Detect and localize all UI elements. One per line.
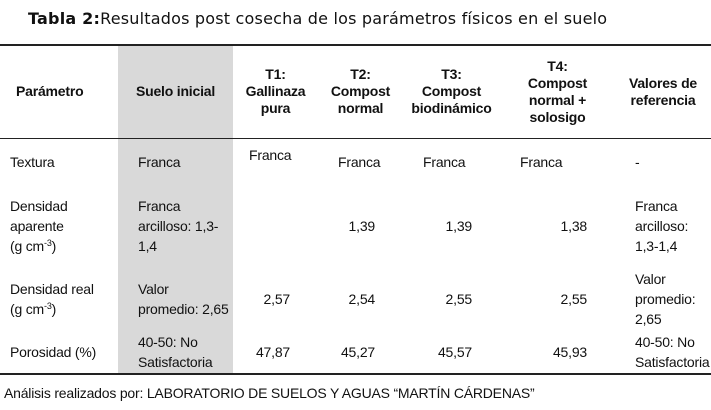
column-header: T4: Compost normal + solosigo xyxy=(500,45,615,138)
header-line: T2: xyxy=(350,66,371,83)
unit-base: (g cm xyxy=(10,238,45,254)
table-body: Textura Franca Franca Franca Franca Franca - De… xyxy=(0,138,711,374)
unit-close: ) xyxy=(51,300,57,317)
column-header: Suelo inicial xyxy=(118,45,233,138)
header-line: T1: xyxy=(265,66,286,83)
unit-close: ) xyxy=(51,238,57,254)
header-line: biodinámico xyxy=(411,100,492,117)
unit: (g cm-3) xyxy=(10,236,114,256)
column-header: T3: Compost biodinámico xyxy=(403,45,500,138)
column-header: Parámetro xyxy=(0,45,118,138)
unit-exponent: -3 xyxy=(44,300,52,311)
parameter-name: Porosidad (%) xyxy=(10,344,97,360)
parameter-name: Densidad real xyxy=(10,280,94,297)
data-cell: 1,39 xyxy=(348,218,376,234)
header-line: Suelo inicial xyxy=(135,83,216,100)
parameter-cell: Densidad aparente (g cm-3) xyxy=(0,186,118,266)
header-line: Gallinaza xyxy=(245,83,306,100)
data-cell: Franca xyxy=(423,154,466,171)
parameter-cell: Porosidad (%) xyxy=(0,331,118,374)
header-line: normal + xyxy=(528,91,587,108)
data-cell: Franca arcilloso: 1,3-1,4 xyxy=(635,198,689,254)
data-cell: Valor promedio: 2,65 xyxy=(118,266,233,331)
caption-text: Resultados post cosecha de los parámetro… xyxy=(100,9,608,28)
table-row: Textura Franca Franca Franca Franca Franca - xyxy=(0,138,711,186)
header-line: Compost xyxy=(330,83,391,100)
footnote: Análisis realizados por: LABORATORIO DE … xyxy=(4,385,535,401)
parameter-name: Densidad aparente xyxy=(10,198,68,234)
data-cell: 40-50: No Satisfactoria xyxy=(635,334,710,370)
header-line: referencia xyxy=(630,91,696,108)
caption-label: Tabla 2 xyxy=(28,9,94,28)
header-line: T4: xyxy=(547,57,568,74)
column-header: T2: Compost normal xyxy=(318,45,403,138)
column-header: Valores de referencia xyxy=(615,45,711,138)
table-caption: Tabla 2:Resultados post cosecha de los p… xyxy=(28,9,607,28)
data-cell: Franca arcilloso: 1,3-1,4 xyxy=(118,186,233,266)
header-line: Compost xyxy=(421,83,482,100)
header-line: normal xyxy=(337,100,384,117)
data-cell: 1,39 xyxy=(445,218,473,234)
table-row: Porosidad (%) 40-50: No Satisfactoria 47,8… xyxy=(0,331,711,374)
data-cell: 2,57 xyxy=(263,290,291,307)
table-row: Densidad real (g cm-3) Valor promedio: 2,6… xyxy=(0,266,711,331)
data-cell: 45,93 xyxy=(552,344,587,360)
data-cell: Franca xyxy=(118,138,233,186)
parameter-cell: Densidad real (g cm-3) xyxy=(0,266,118,331)
header-row: Parámetro Suelo inicial T1: Gallinaza pura T2… xyxy=(0,45,711,138)
results-table: Parámetro Suelo inicial T1: Gallinaza pura T2… xyxy=(0,44,711,375)
unit-exponent: -3 xyxy=(44,238,52,248)
data-cell xyxy=(233,186,318,266)
data-cell: Franca xyxy=(249,146,292,163)
table-head: Parámetro Suelo inicial T1: Gallinaza pura T2… xyxy=(0,45,711,138)
header-line: solosigo xyxy=(529,108,586,125)
data-cell: Franca xyxy=(520,154,563,171)
data-cell: Franca xyxy=(338,154,381,171)
header-line: Valores de xyxy=(628,74,698,91)
parameter-cell: Textura xyxy=(0,138,118,186)
data-cell: - xyxy=(635,154,640,171)
data-cell: 1,38 xyxy=(560,218,588,234)
unit-base: (g cm xyxy=(10,300,45,317)
header-line: Compost xyxy=(527,74,588,91)
table-row: Densidad aparente (g cm-3) Franca arcillos… xyxy=(0,186,711,266)
header-line: Parámetro xyxy=(16,83,84,100)
data-cell: 45,27 xyxy=(340,344,375,360)
header-line: pura xyxy=(260,100,291,117)
parameter-name: Textura xyxy=(10,154,55,171)
unit: (g cm-3) xyxy=(10,299,114,319)
data-cell: Valor promedio: 2,65 xyxy=(635,270,696,327)
data-cell: 45,57 xyxy=(437,344,472,360)
header-line: T3: xyxy=(441,66,462,83)
data-cell: 40-50: No Satisfactoria xyxy=(118,331,233,374)
data-cell: 2,55 xyxy=(560,290,588,307)
data-cell: 2,55 xyxy=(445,290,473,307)
data-cell: 47,87 xyxy=(255,344,290,360)
column-header: T1: Gallinaza pura xyxy=(233,45,318,138)
data-cell: 2,54 xyxy=(348,290,376,307)
caption-separator: : xyxy=(93,9,101,28)
